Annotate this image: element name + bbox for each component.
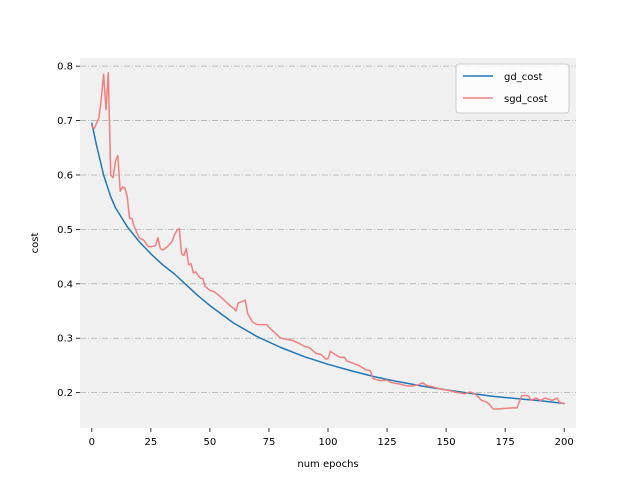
y-axis: 0.2 0.3 0.4 0.5 0.6 0.7 0.8 (57, 62, 80, 399)
y-tick-label: 0.4 (57, 279, 73, 290)
y-tick-label: 0.6 (57, 170, 73, 181)
grid-lines (80, 65, 576, 394)
legend: gd_cost sgd_cost (455, 63, 570, 114)
y-tick-label: 0.8 (57, 62, 73, 73)
y-axis-label: cost (30, 233, 41, 254)
x-tick-label: 75 (263, 437, 276, 448)
legend-label-gd-cost: gd_cost (504, 72, 543, 83)
x-tick-label: 25 (144, 437, 157, 448)
x-tick-label: 150 (437, 437, 456, 448)
series-line-sgd-cost (91, 71, 565, 410)
y-tick-label: 0.7 (57, 116, 73, 127)
series-layer (91, 71, 565, 410)
x-axis: 0 25 50 75 100 125 150 175 200 (89, 428, 574, 448)
x-tick-label: 125 (378, 437, 397, 448)
x-tick-label: 200 (555, 437, 574, 448)
y-tick-label: 0.5 (57, 225, 73, 236)
y-tick-label: 0.2 (57, 388, 73, 399)
series-line-gd-cost (91, 122, 565, 405)
x-tick-label: 0 (89, 437, 95, 448)
legend-label-sgd-cost: sgd_cost (504, 94, 548, 105)
x-axis-label: num epochs (297, 459, 358, 470)
plot-area (80, 58, 576, 428)
x-tick-label: 175 (496, 437, 515, 448)
x-tick-label: 50 (204, 437, 217, 448)
x-tick-label: 100 (318, 437, 337, 448)
y-tick-label: 0.3 (57, 334, 73, 345)
